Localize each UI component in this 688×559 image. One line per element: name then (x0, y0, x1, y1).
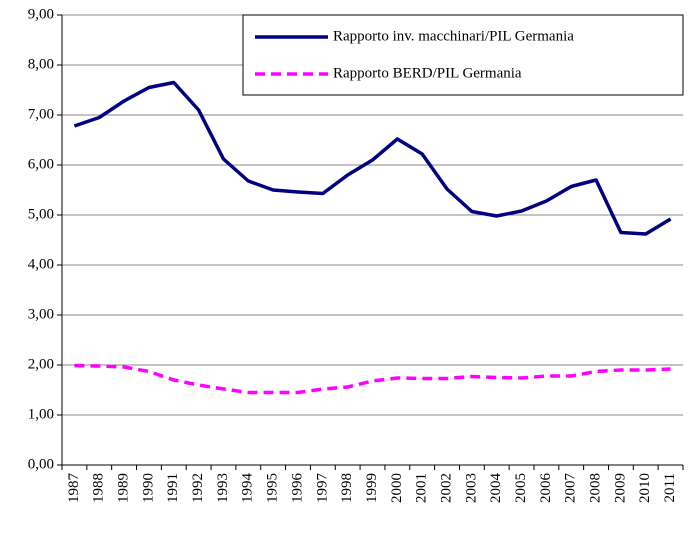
x-tick-label: 1989 (116, 473, 132, 503)
y-tick-label: 9,00 (28, 6, 54, 22)
x-tick-label: 2009 (612, 473, 628, 503)
x-tick-label: 2000 (389, 473, 405, 503)
x-tick-label: 2007 (563, 473, 579, 504)
x-tick-label: 1994 (240, 473, 256, 504)
x-tick-label: 1987 (66, 473, 82, 504)
legend-label: Rapporto inv. macchinari/PIL Germania (333, 28, 574, 44)
x-tick-label: 2011 (662, 473, 678, 502)
x-tick-label: 1992 (190, 473, 206, 503)
data-line (74, 363, 671, 395)
x-tick-label: 2010 (637, 473, 653, 503)
data-line (73, 80, 672, 236)
x-tick-label: 2003 (463, 473, 479, 503)
legend: Rapporto inv. macchinari/PIL Germania Rap… (242, 14, 684, 96)
x-tick-label: 1998 (339, 473, 355, 503)
x-tick-label: 2006 (538, 473, 554, 504)
x-tick-label: 2002 (438, 473, 454, 503)
x-tick-label: 1991 (165, 473, 181, 503)
y-tick-label: 3,00 (28, 306, 54, 322)
x-tick-label: 2005 (513, 473, 529, 503)
y-tick-label: 0,00 (28, 456, 54, 472)
x-tick-label: 1988 (91, 473, 107, 503)
y-tick-label: 7,00 (28, 106, 54, 122)
legend-box (242, 14, 684, 96)
x-tick-label: 1995 (265, 473, 281, 503)
y-tick-label: 5,00 (28, 206, 54, 222)
x-tick-label: 2001 (414, 473, 430, 503)
x-tick-label: 1997 (314, 473, 330, 504)
legend-label: Rapporto BERD/PIL Germania (333, 65, 522, 81)
x-tick-label: 1999 (364, 473, 380, 503)
x-tick-label: 1996 (289, 473, 305, 504)
x-tick-label: 1990 (140, 473, 156, 503)
y-tick-label: 2,00 (28, 356, 54, 372)
x-tick-label: 1993 (215, 473, 231, 503)
y-tick-label: 1,00 (28, 406, 54, 422)
y-tick-label: 8,00 (28, 56, 54, 72)
x-tick-label: 2008 (587, 473, 603, 503)
y-tick-label: 4,00 (28, 256, 54, 272)
y-tick-label: 6,00 (28, 156, 54, 172)
x-tick-label: 2004 (488, 473, 504, 504)
